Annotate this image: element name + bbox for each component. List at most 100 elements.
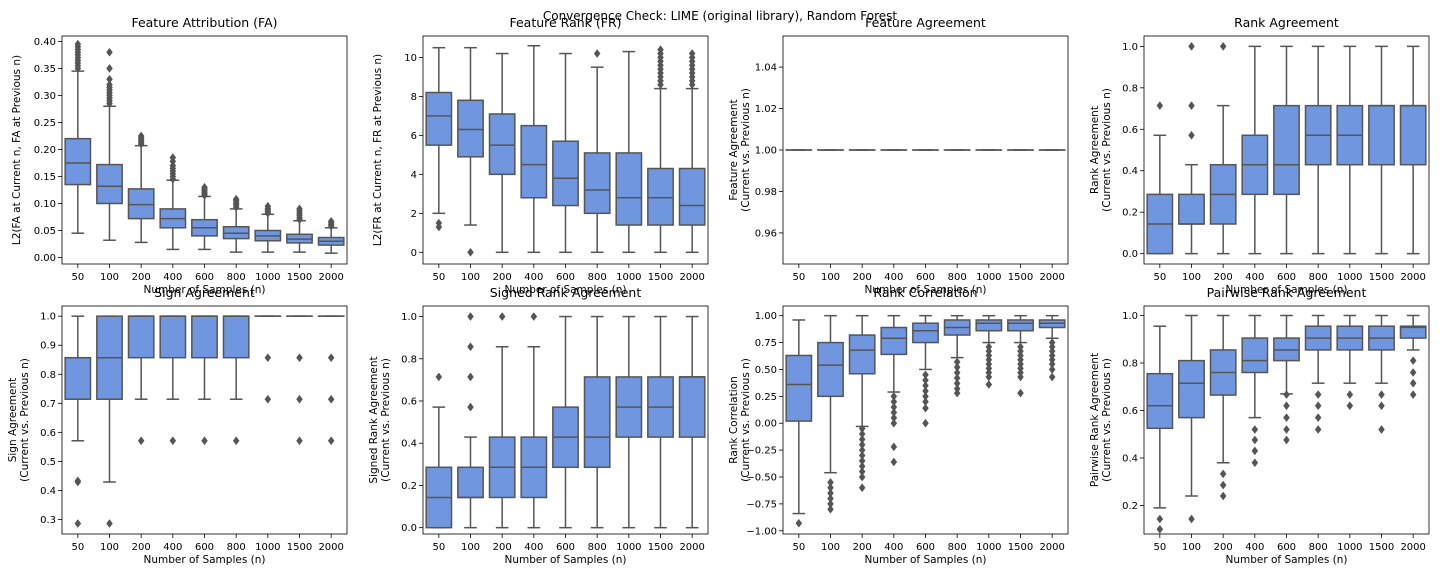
- box-group: [583, 315, 611, 529]
- box: [1178, 359, 1205, 419]
- x-tick-label: 200: [132, 542, 151, 553]
- box-group: [1146, 325, 1174, 534]
- y-tick-label: 0.5: [40, 457, 56, 468]
- x-tick-label: 200: [493, 272, 512, 283]
- box: [1399, 325, 1427, 339]
- box: [457, 99, 484, 158]
- flier-point: [922, 418, 929, 428]
- flier-point: [435, 372, 443, 382]
- flier-point: [890, 442, 898, 452]
- x-tick-label: 200: [132, 272, 151, 283]
- flier-point: [795, 518, 803, 528]
- flier-point: [1219, 469, 1227, 479]
- x-tick-label: 50: [432, 542, 445, 553]
- flier-point: [827, 504, 834, 514]
- flier-point: [890, 457, 898, 467]
- chart-title: Feature Attribution (FA): [131, 15, 277, 30]
- x-tick-label: 200: [493, 542, 512, 553]
- y-tick-label: 0.40: [34, 37, 56, 48]
- box-group: [1273, 45, 1300, 255]
- flier-point: [1409, 378, 1417, 388]
- y-tick-label: 0.6: [40, 428, 56, 439]
- y-tick-label: 1.04: [755, 63, 777, 74]
- box-group: [678, 315, 706, 529]
- x-tick-label: 1500: [1008, 542, 1033, 553]
- y-axis-label: L2(FR at Current n, FR at Previous n): [372, 54, 384, 246]
- y-axis-label: Feature Agreement: [728, 99, 740, 200]
- y-axis-label: Sign Agreement: [7, 378, 19, 463]
- flier-point: [953, 388, 961, 398]
- box: [64, 356, 92, 400]
- box-group: [96, 47, 123, 241]
- y-axis-label: (Current vs. Previous n): [19, 358, 31, 482]
- y-tick-label: 1.0: [1122, 42, 1138, 53]
- box: [1273, 104, 1300, 196]
- box-group: [191, 182, 218, 251]
- box-group: [127, 315, 155, 446]
- chart-panel: Feature Agreement 50 100 200 400 600 800 1000 15…: [728, 15, 1069, 296]
- x-tick-label: 1000: [1337, 542, 1362, 553]
- flier-point: [1156, 524, 1164, 534]
- flier-point: [1188, 41, 1195, 51]
- flier-point: [1048, 365, 1056, 374]
- x-tick-label: 400: [163, 542, 182, 553]
- flier-point: [296, 436, 303, 446]
- flier-point: [890, 418, 898, 428]
- box: [191, 315, 218, 359]
- flier-point: [1188, 101, 1195, 111]
- box-group: [1273, 314, 1300, 445]
- flier-point: [169, 436, 177, 446]
- y-tick-label: 10: [404, 53, 417, 64]
- y-tick-label: 0.50: [755, 365, 777, 376]
- flier-point: [1378, 390, 1385, 400]
- flier-point: [985, 380, 993, 389]
- box-group: [943, 314, 971, 398]
- box: [583, 376, 611, 469]
- box-group: [1336, 314, 1364, 411]
- chart-title: Feature Agreement: [865, 15, 986, 30]
- box-group: [127, 131, 155, 244]
- y-tick-label: 0.4: [1122, 166, 1138, 177]
- x-axis-label: Number of Samples (n): [504, 284, 626, 296]
- box-group: [222, 194, 250, 253]
- flier-point: [688, 49, 696, 58]
- y-axis-label: (Current vs. Previous n): [380, 358, 392, 482]
- x-tick-label: 2000: [679, 272, 704, 283]
- y-tick-label: 0.8: [40, 370, 56, 381]
- chart-panel: Pairwise Rank Agreement 50 100 200 400 600 800…: [1089, 285, 1430, 566]
- x-tick-label: 400: [163, 272, 182, 283]
- chart-title: Signed Rank Agreement: [490, 285, 642, 300]
- x-tick-label: 800: [588, 272, 607, 283]
- y-axis-label: (Current vs. Previous n): [740, 88, 752, 212]
- box-group: [1368, 45, 1395, 255]
- chart-title: Rank Correlation: [873, 285, 977, 300]
- y-tick-label: 1.00: [755, 146, 777, 157]
- x-tick-label: 1000: [976, 272, 1001, 283]
- y-tick-label: 0.35: [34, 64, 56, 75]
- x-axis-label: Number of Samples (n): [864, 284, 986, 296]
- flier-point: [467, 247, 474, 257]
- flier-point: [327, 394, 335, 404]
- flier-point: [1346, 401, 1354, 411]
- box-group: [1336, 45, 1364, 255]
- box: [488, 113, 516, 176]
- x-tick-label: 800: [948, 542, 967, 553]
- flier-point: [858, 472, 866, 482]
- box: [96, 163, 123, 205]
- box: [64, 137, 92, 186]
- flier-point: [137, 131, 145, 141]
- box-group: [1209, 41, 1237, 255]
- y-tick-label: 0.25: [755, 392, 777, 403]
- flier-point: [264, 353, 272, 363]
- x-tick-label: 1500: [287, 272, 312, 283]
- x-axis-label: Number of Samples (n): [143, 554, 265, 566]
- y-tick-label: 0.4: [401, 439, 417, 450]
- flier-point: [1048, 372, 1056, 382]
- flier-point: [201, 436, 208, 446]
- box: [1007, 319, 1034, 332]
- x-tick-label: 200: [853, 272, 872, 283]
- box-group: [488, 312, 516, 529]
- x-tick-label: 600: [195, 542, 214, 553]
- box-group: [64, 39, 92, 234]
- x-tick-label: 1000: [255, 542, 280, 553]
